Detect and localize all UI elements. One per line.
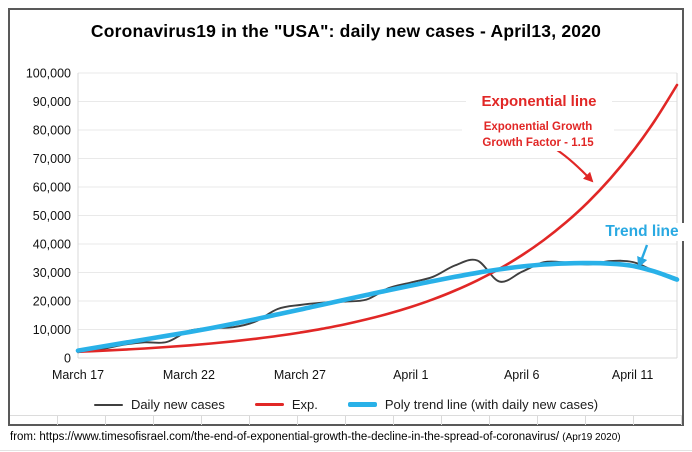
legend-line-marker: [254, 403, 284, 406]
chart-legend: Daily new cases Exp. Poly trend line (with…: [10, 397, 682, 412]
legend-label: Exp.: [291, 397, 318, 412]
growth-factor-annotation: Exponential Growth Growth Factor - 1.15: [462, 119, 614, 151]
source-note: from: https://www.timesofisrael.com/the-…: [10, 431, 688, 443]
legend-label: Poly trend line (with daily new cases): [384, 397, 599, 412]
source-prefix: from:: [10, 431, 37, 443]
chart-frame: [8, 8, 684, 426]
spreadsheet-cell-strip: [10, 415, 682, 425]
trend-line-annotation: Trend line: [596, 223, 688, 241]
exponential-line-annotation: Exponential line: [466, 93, 612, 111]
legend-line-marker: [93, 403, 123, 406]
bottom-gridline: [0, 450, 692, 451]
legend-item: Poly trend line (with daily new cases): [347, 397, 599, 412]
source-date: (Apr19 2020): [562, 432, 621, 443]
growth-factor-annotation-line2: Growth Factor - 1.15: [482, 137, 594, 149]
chart-title: Coronavirus19 in the "USA": daily new ca…: [90, 21, 602, 41]
legend-item: Daily new cases: [93, 397, 225, 412]
legend-item: Exp.: [254, 397, 318, 412]
legend-label: Daily new cases: [130, 397, 225, 412]
legend-line-marker: [347, 402, 377, 407]
source-url: https://www.timesofisrael.com/the-end-of…: [39, 431, 560, 443]
growth-factor-annotation-line1: Exponential Growth: [483, 121, 593, 133]
